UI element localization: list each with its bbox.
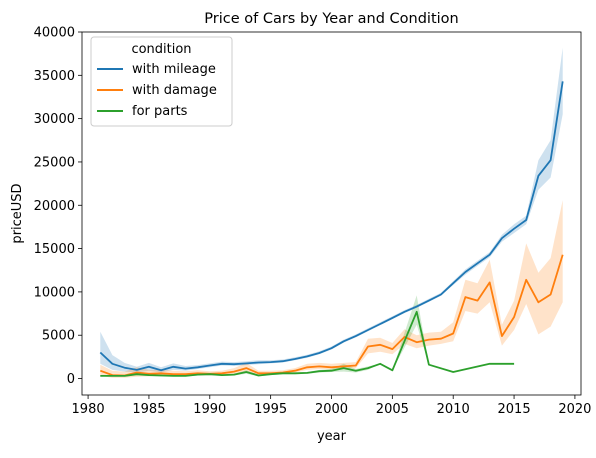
x-tick-label: 2000: [315, 402, 348, 417]
x-tick-label: 2015: [498, 402, 531, 417]
y-tick-label: 20000: [34, 199, 75, 214]
legend-box: [90, 36, 233, 127]
legend-title: condition: [131, 42, 191, 57]
legend-label-with-damage: with damage: [132, 83, 217, 98]
x-tick-label: 2005: [376, 402, 409, 417]
series-lines: [99, 81, 564, 377]
confidence-band-with-damage: [100, 200, 563, 378]
series-line-with-mileage: [99, 81, 564, 372]
chart-title: Price of Cars by Year and Condition: [204, 11, 459, 27]
x-tick-label: 1990: [193, 402, 226, 417]
y-tick-label: 40000: [34, 26, 75, 41]
y-tick-label: 25000: [34, 155, 75, 170]
y-tick-label: 5000: [42, 329, 75, 344]
x-tick-label: 1980: [72, 402, 105, 417]
x-tick-label: 2020: [558, 402, 591, 417]
legend-items: with mileage with damage for parts: [97, 62, 217, 119]
legend-label-for-parts: for parts: [132, 104, 188, 119]
y-tick-label: 0: [67, 372, 75, 387]
legend: condition with mileage with damage for par…: [90, 36, 233, 127]
y-tick-label: 30000: [34, 112, 75, 127]
y-tick-label: 10000: [34, 285, 75, 300]
x-tick-label: 2010: [437, 402, 470, 417]
y-tick-label: 35000: [34, 69, 75, 84]
series-line-for-parts: [100, 310, 515, 377]
y-tick-label: 15000: [34, 242, 75, 257]
x-axis-ticks: 1980 1985 1990 1995 2000 2005 2010 2015 2020: [72, 395, 591, 417]
confidence-bands: [100, 47, 563, 378]
x-tick-label: 1995: [254, 402, 287, 417]
x-axis-label: year: [317, 429, 347, 444]
series-line-with-damage: [99, 254, 564, 377]
confidence-band-for-parts: [100, 295, 515, 377]
y-axis-ticks: 0 5000 10000 15000 20000 25000 30000 35000 40000: [34, 26, 82, 387]
plot-area-frame: [81, 31, 582, 396]
y-axis-label: priceUSD: [10, 183, 25, 243]
x-tick-label: 1985: [132, 402, 165, 417]
legend-label-with-mileage: with mileage: [132, 62, 216, 77]
